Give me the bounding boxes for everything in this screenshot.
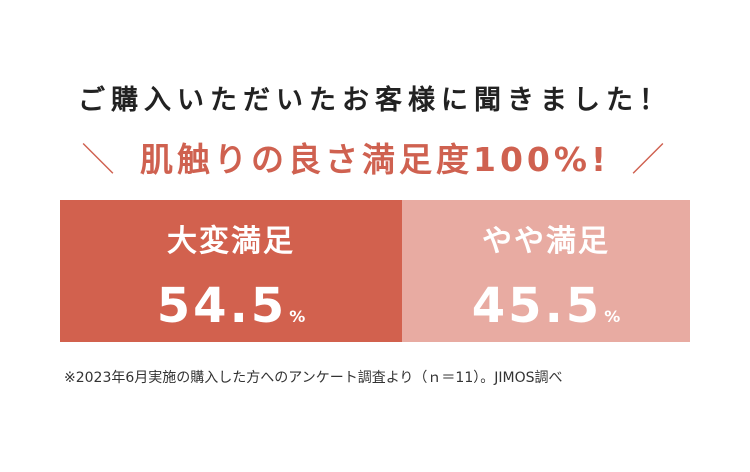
satisfaction-headline: ＼ 肌触りの良さ満足度100%! ／: [0, 133, 750, 181]
result-label: やや満足: [482, 224, 610, 259]
result-unit: %: [604, 307, 621, 326]
result-very-satisfied: 大変満足 54.5%: [60, 200, 402, 342]
results-panel: 大変満足 54.5% やや満足 45.5%: [60, 200, 690, 342]
survey-intro-heading: ご購入いただいたお客様に聞きました！: [78, 85, 672, 116]
result-number: 45.5: [471, 278, 603, 334]
result-somewhat-satisfied: やや満足 45.5%: [402, 200, 690, 342]
result-number: 54.5: [156, 278, 288, 334]
result-value: 45.5%: [472, 280, 620, 343]
survey-footnote: ※2023年6月実施の購入した方へのアンケート調査より（ｎ＝11）。JIMOS調…: [64, 370, 563, 386]
headline-left-slash: ＼: [81, 140, 119, 179]
result-unit: %: [289, 307, 306, 326]
result-value: 54.5%: [157, 280, 305, 343]
result-label: 大変満足: [167, 224, 295, 259]
headline-right-slash: ／: [631, 140, 669, 179]
headline-text: 肌触りの良さ満足度100%!: [140, 140, 610, 179]
